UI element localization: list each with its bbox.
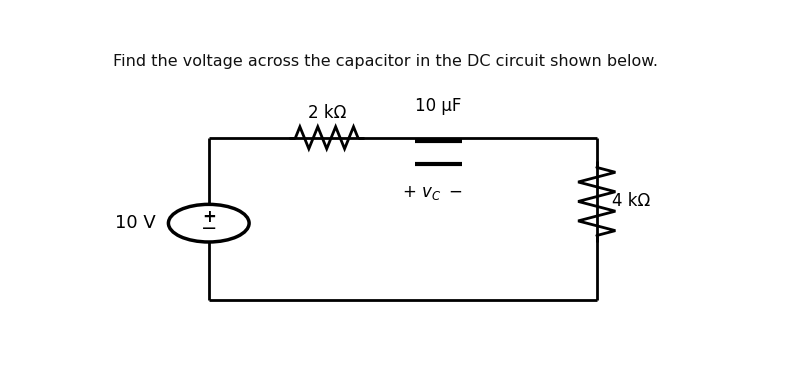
Text: Find the voltage across the capacitor in the DC circuit shown below.: Find the voltage across the capacitor in… bbox=[112, 54, 658, 69]
Text: 2 kΩ: 2 kΩ bbox=[308, 104, 346, 122]
Text: 10 V: 10 V bbox=[115, 214, 156, 232]
Text: 10 μF: 10 μF bbox=[415, 97, 461, 115]
Text: −: − bbox=[200, 219, 217, 238]
Text: $+\ v_C\ -$: $+\ v_C\ -$ bbox=[402, 184, 462, 202]
Text: 4 kΩ: 4 kΩ bbox=[612, 193, 650, 211]
Text: +: + bbox=[202, 208, 215, 226]
